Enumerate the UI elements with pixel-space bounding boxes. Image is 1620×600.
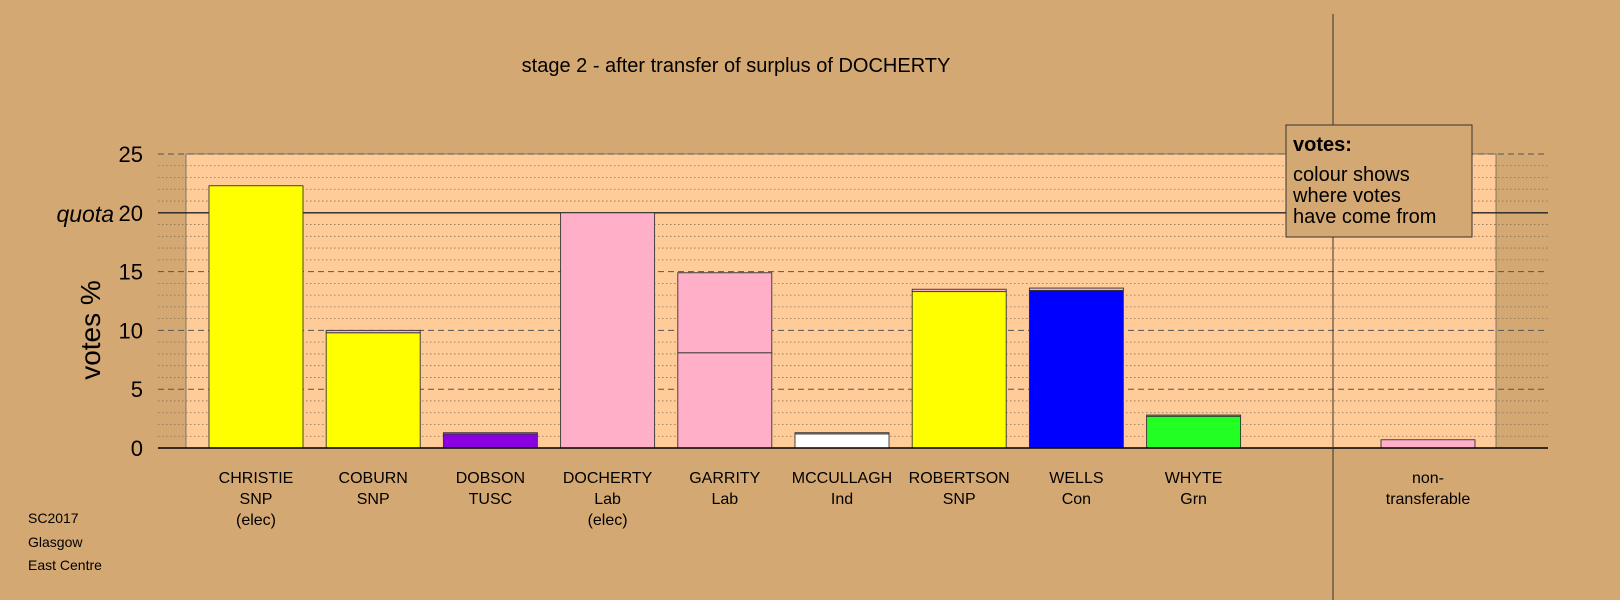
candidate-name-label: WELLS — [1049, 470, 1103, 487]
bar-dobson — [442, 432, 538, 449]
candidate-note-label: (elec) — [236, 512, 276, 529]
bar-segment — [442, 432, 538, 435]
bar-segment — [677, 352, 773, 449]
bar-segment — [325, 332, 421, 449]
candidate-name-label: COBURN — [339, 470, 408, 487]
y-axis-label: votes % — [75, 280, 106, 380]
bar-segment — [794, 432, 890, 435]
bar-segment — [1028, 289, 1124, 449]
bar-nontransferable — [1380, 439, 1476, 449]
bar-segment — [911, 291, 1007, 449]
y-tick-label: 0 — [131, 436, 143, 461]
bar-segment — [1028, 287, 1124, 291]
y-tick-label: 25 — [119, 142, 143, 167]
candidate-party-label: Lab — [594, 491, 621, 508]
bar-segment — [1146, 415, 1242, 449]
candidate-party-label: Grn — [1180, 491, 1207, 508]
nontransferable-label-2: transferable — [1386, 491, 1471, 508]
bar-segment — [442, 433, 538, 449]
bar-coburn — [325, 329, 421, 449]
legend-line-1: colour shows — [1293, 164, 1410, 186]
bar-wells — [1028, 287, 1124, 449]
bar-segment — [1380, 439, 1476, 449]
candidate-party-label: TUSC — [469, 491, 513, 508]
bar-mccullagh — [794, 432, 890, 449]
quota-label: quota — [56, 201, 114, 227]
legend-line-2: where votes — [1292, 185, 1401, 207]
axis-layer: 0 5 10 15 20 25 — [119, 14, 1548, 600]
y-tick-label: 10 — [119, 318, 143, 343]
candidate-party-label: Con — [1062, 491, 1091, 508]
candidate-name-label: ROBERTSON — [909, 470, 1010, 487]
y-tick-label: 5 — [131, 377, 143, 402]
candidate-name-label: WHYTE — [1165, 470, 1223, 487]
nontransferable-label-1: non- — [1412, 470, 1444, 487]
candidate-name-label: GARRITY — [689, 470, 760, 487]
candidate-party-label: SNP — [240, 491, 273, 508]
footer-council: Glasgow — [28, 534, 83, 550]
bar-whyte — [1146, 414, 1242, 449]
candidate-name-label: DOCHERTY — [563, 470, 653, 487]
bars-layer — [208, 185, 1476, 449]
candidate-party-label: Lab — [711, 491, 738, 508]
bar-segment — [911, 288, 1007, 293]
candidate-party-label: SNP — [943, 491, 976, 508]
labels-layer: CHRISTIE SNP (elec) COBURN SNP DOBSON TUSC DOCH… — [219, 470, 1471, 529]
legend-box: votes: colour shows where votes have com… — [1285, 124, 1473, 238]
bar-docherty — [560, 212, 656, 449]
footer-election: SC2017 — [28, 510, 79, 526]
bar-robertson — [911, 288, 1007, 449]
candidate-name-label: CHRISTIE — [219, 470, 294, 487]
bar-segment — [325, 329, 421, 334]
candidate-party-label: SNP — [357, 491, 390, 508]
candidate-party-label: Ind — [831, 491, 853, 508]
y-tick-label: 15 — [119, 260, 143, 285]
chart-title: stage 2 - after transfer of surplus of D… — [522, 55, 951, 77]
footer-ward: East Centre — [28, 557, 102, 573]
bar-segment — [560, 212, 656, 449]
bar-segment — [794, 433, 890, 449]
bar-christie — [208, 185, 304, 449]
candidate-name-label: MCCULLAGH — [792, 470, 892, 487]
candidate-name-label: DOBSON — [456, 470, 525, 487]
bar-segment — [208, 185, 304, 449]
candidate-note-label: (elec) — [588, 512, 628, 529]
legend-line-3: have come from — [1293, 206, 1436, 228]
y-tick-label: 20 — [119, 201, 143, 226]
bar-segment — [1146, 414, 1242, 417]
bar-garrity — [677, 272, 773, 449]
legend-title: votes: — [1293, 134, 1352, 156]
bar-segment — [677, 272, 773, 354]
